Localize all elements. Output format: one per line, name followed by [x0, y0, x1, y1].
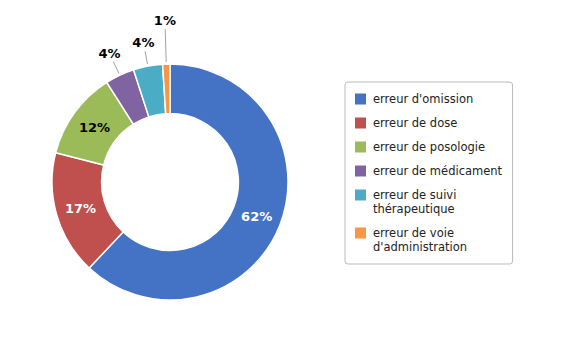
legend-frame: [345, 82, 513, 264]
slice: [134, 64, 166, 117]
legend-swatch: [355, 94, 366, 105]
legend-label: erreur de médicament: [373, 164, 503, 178]
slice: [163, 64, 170, 114]
leader-line: [145, 51, 147, 64]
leader-line: [113, 62, 119, 74]
data-label: 4%: [132, 35, 154, 50]
data-labels: 62%17%12%4%4%1%: [65, 13, 272, 224]
legend-label: erreur de suivithérapeutique: [373, 188, 456, 216]
legend-label: erreur de dose: [373, 116, 457, 130]
legend-swatch: [355, 166, 366, 177]
leader-line: [165, 29, 166, 62]
slice: [52, 153, 123, 268]
data-label: 17%: [65, 201, 96, 216]
legend-swatch: [355, 142, 366, 153]
slices: [52, 64, 288, 300]
data-label: 1%: [154, 13, 176, 28]
legend-swatch: [355, 228, 366, 239]
data-label: 4%: [99, 46, 121, 61]
legend-label: erreur de voied'administration: [373, 226, 467, 254]
chart: 62%17%12%4%4%1%erreur d'omissionerreur d…: [0, 0, 566, 346]
chart-container: 62%17%12%4%4%1%erreur d'omissionerreur d…: [0, 0, 566, 346]
legend-label: erreur d'omission: [373, 92, 473, 106]
legend-swatch: [355, 190, 366, 201]
data-label: 12%: [79, 120, 110, 135]
legend: erreur d'omission erreur de dose erreur de…: [345, 82, 513, 264]
legend-label: erreur de posologie: [373, 140, 485, 154]
data-label: 62%: [241, 209, 272, 224]
legend-swatch: [355, 118, 366, 129]
slice: [89, 64, 288, 300]
